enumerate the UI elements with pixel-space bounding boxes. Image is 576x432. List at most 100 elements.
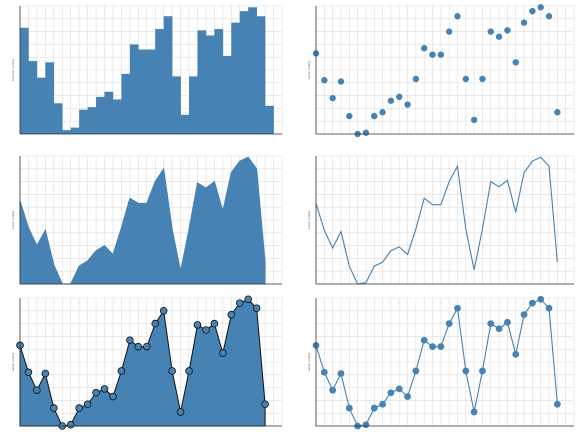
data-point: [261, 400, 269, 409]
data-point: [337, 370, 345, 377]
bar: [121, 73, 131, 134]
data-point: [379, 109, 386, 116]
bar: [189, 76, 198, 134]
data-point: [429, 51, 436, 58]
data-point: [553, 400, 561, 408]
data-point: [210, 319, 219, 328]
bar: [79, 109, 88, 134]
data-point: [495, 33, 503, 40]
y-axis-label: value (units): [307, 61, 311, 80]
data-point: [50, 404, 58, 412]
data-point: [235, 299, 244, 307]
data-point: [379, 400, 386, 408]
bar: [197, 30, 207, 134]
data-point: [109, 392, 117, 401]
data-point: [412, 75, 420, 83]
data-point: [345, 404, 353, 412]
data-point: [371, 112, 378, 120]
data-point: [33, 386, 41, 394]
data-point: [554, 109, 561, 116]
data-point: [202, 326, 210, 334]
data-point: [454, 304, 461, 312]
data-point: [404, 393, 411, 400]
data-point: [362, 421, 370, 429]
chart-4: value (units): [11, 295, 283, 430]
data-point: [320, 368, 328, 376]
bar: [87, 107, 97, 134]
bar: [20, 27, 29, 134]
data-point: [512, 59, 519, 66]
data-point: [227, 310, 236, 319]
data-point: [429, 343, 436, 351]
data-point: [346, 112, 353, 120]
data-point: [528, 299, 536, 307]
data-point: [142, 342, 151, 351]
y-axis-label: value (units): [307, 211, 311, 230]
area-fill: [19, 156, 266, 285]
data-point: [479, 75, 486, 83]
data-point: [41, 369, 50, 378]
data-point: [504, 318, 511, 326]
data-point: [437, 51, 445, 58]
data-point: [545, 13, 553, 20]
bar: [239, 11, 249, 134]
bar: [28, 61, 38, 134]
data-point: [470, 116, 478, 124]
bar: [163, 16, 173, 135]
data-point: [404, 101, 411, 108]
y-axis-label: fraction (units): [11, 59, 15, 81]
data-point: [479, 367, 486, 375]
bar: [180, 114, 190, 134]
bar: [248, 7, 257, 135]
data-point: [545, 304, 553, 312]
data-point: [92, 388, 100, 397]
data-point: [537, 295, 545, 303]
data-point: [117, 367, 126, 375]
bar: [138, 49, 148, 134]
data-point: [244, 295, 252, 304]
data-point: [387, 97, 395, 104]
data-point: [75, 404, 83, 412]
data-point: [83, 400, 92, 409]
y-axis-label: value (units): [11, 211, 15, 230]
bar: [265, 105, 274, 134]
data-point: [437, 343, 445, 351]
data-point: [504, 27, 511, 34]
data-point: [495, 325, 503, 333]
series-line: [315, 156, 558, 285]
data-point: [24, 368, 33, 377]
chart-2: value (units): [11, 155, 283, 285]
data-point: [329, 94, 336, 102]
chart-1: value (units): [307, 4, 575, 138]
bar: [146, 49, 156, 134]
data-point: [134, 342, 143, 351]
data-point: [100, 385, 109, 393]
y-axis-label: value (units): [11, 353, 15, 372]
data-point: [387, 389, 395, 397]
bar: [104, 91, 114, 134]
bar: [222, 55, 232, 134]
bar: [45, 62, 55, 134]
data-point: [159, 306, 168, 315]
bar: [256, 16, 266, 135]
data-point: [454, 13, 461, 20]
data-point: [193, 321, 202, 329]
bar: [214, 29, 224, 134]
data-point: [520, 19, 528, 26]
data-point: [470, 408, 478, 416]
bar: [205, 35, 215, 134]
data-point: [412, 367, 420, 375]
data-point: [462, 367, 470, 375]
data-point: [420, 45, 428, 52]
bar: [172, 76, 181, 134]
bar: [70, 127, 80, 134]
data-point: [362, 129, 370, 136]
data-point: [126, 336, 134, 345]
data-point: [512, 350, 520, 358]
bar: [96, 96, 105, 134]
bar: [155, 29, 164, 134]
y-axis-label: value (units): [307, 353, 311, 372]
data-point: [395, 385, 403, 393]
data-point: [537, 4, 544, 11]
data-point: [370, 404, 378, 412]
